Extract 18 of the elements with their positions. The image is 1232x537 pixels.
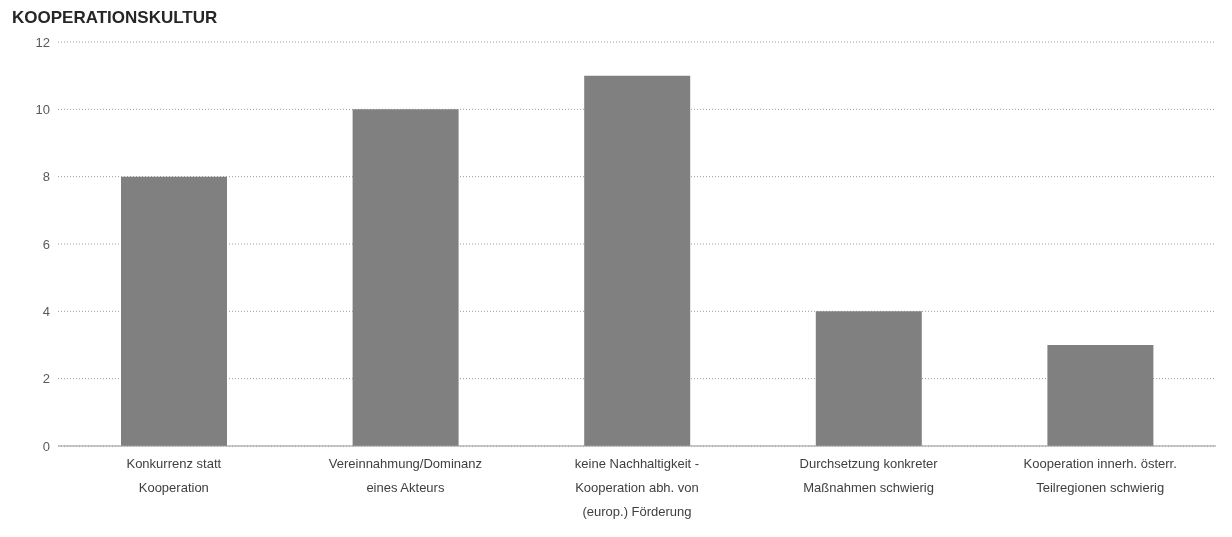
bar (352, 109, 459, 446)
bar (815, 311, 922, 446)
y-tick-label: 10 (35, 101, 50, 117)
x-tick-label: keine Nachhaltigkeit - Kooperation abh. von (europ.) Förderung (574, 456, 700, 519)
x-tick-label: Vereinnahmung/Dominanz eines Akteurs (328, 456, 483, 495)
x-tick-label: Kooperation innerh. österr. Teilregionen schwierig (1023, 456, 1177, 495)
y-tick-label: 12 (35, 34, 50, 50)
y-tick-label: 6 (42, 236, 50, 252)
y-tick-label: 0 (42, 438, 50, 454)
y-tick-label: 2 (42, 371, 50, 387)
y-tick-label: 8 (42, 169, 50, 185)
bar (584, 75, 691, 446)
x-tick-label: Konkurrenz statt Kooperation (126, 456, 222, 495)
chart-title: KOOPERATIONSKULTUR (12, 8, 219, 28)
y-tick-label: 4 (42, 303, 50, 319)
bar (1047, 345, 1154, 446)
x-tick-label: Durchsetzung konkreter Maßnahmen schwierig (799, 456, 939, 495)
bar (121, 176, 227, 446)
